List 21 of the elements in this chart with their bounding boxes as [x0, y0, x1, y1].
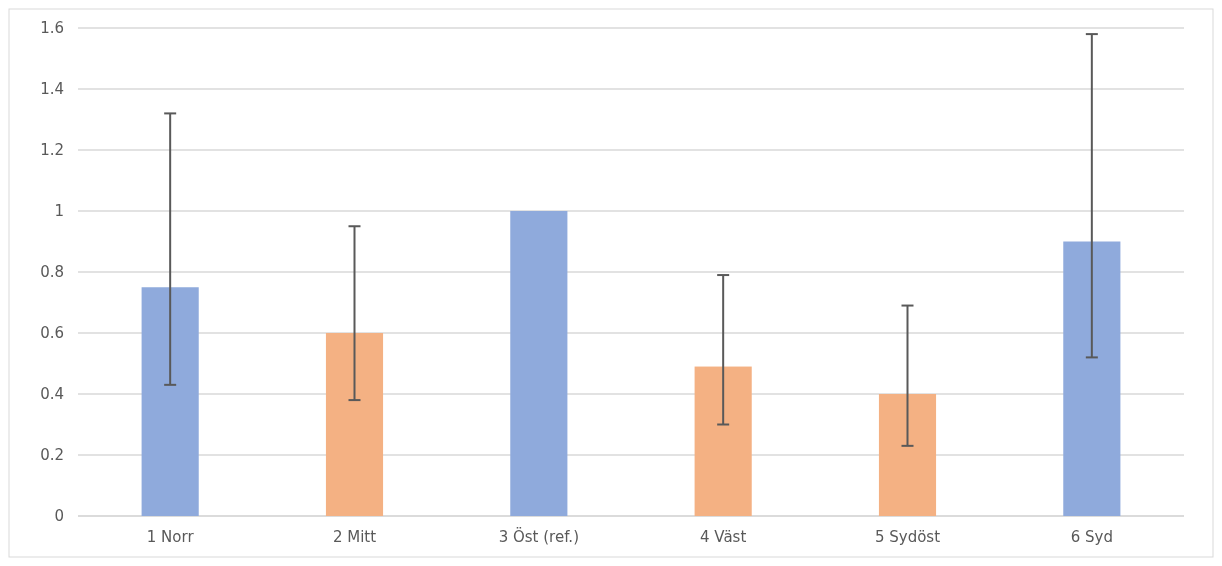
y-tick-label: 0.6: [40, 324, 64, 343]
y-tick-label: 0.2: [40, 446, 64, 465]
x-tick-label: 2 Mitt: [332, 528, 377, 546]
bar: [510, 211, 568, 516]
y-tick-label: 1: [54, 202, 64, 221]
x-tick-label: 3 Öst (ref.): [498, 527, 579, 546]
bar: [878, 394, 937, 516]
x-tick-label: 4 Väst: [700, 528, 747, 546]
y-tick-label: 0.8: [40, 263, 64, 282]
y-tick-label: 1.6: [40, 19, 64, 38]
x-tick-label: 5 Sydöst: [874, 528, 941, 546]
y-tick-label: 1.2: [40, 141, 64, 160]
bar: [325, 333, 384, 516]
y-tick-label: 0.4: [40, 385, 64, 404]
y-tick-label: 1.4: [40, 80, 64, 99]
y-tick-label: 0: [54, 507, 64, 526]
x-tick-label: 6 Syd: [1070, 528, 1113, 546]
x-tick-label: 1 Norr: [146, 528, 195, 546]
bar: [1063, 241, 1121, 516]
bar: [141, 287, 199, 516]
bar: [694, 366, 752, 516]
